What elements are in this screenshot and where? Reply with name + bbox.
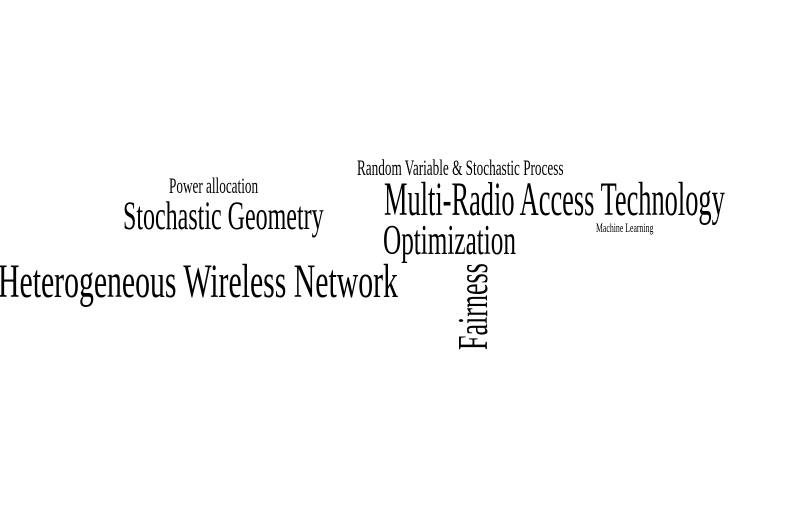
word-random-variable: Random Variable & Stochastic Process (357, 155, 564, 180)
word-power-allocation: Power allocation (169, 173, 259, 198)
word-heterogeneous-wireless-network: Heterogeneous Wireless Network (0, 255, 398, 308)
word-multi-radio-access-technology: Multi-Radio Access Technology (384, 173, 725, 226)
word-optimization: Optimization (383, 218, 516, 264)
word-stochastic-geometry: Stochastic Geometry (123, 193, 324, 238)
word-fairness: Fairness (451, 263, 497, 350)
word-machine-learning: Machine Learning (596, 220, 654, 235)
